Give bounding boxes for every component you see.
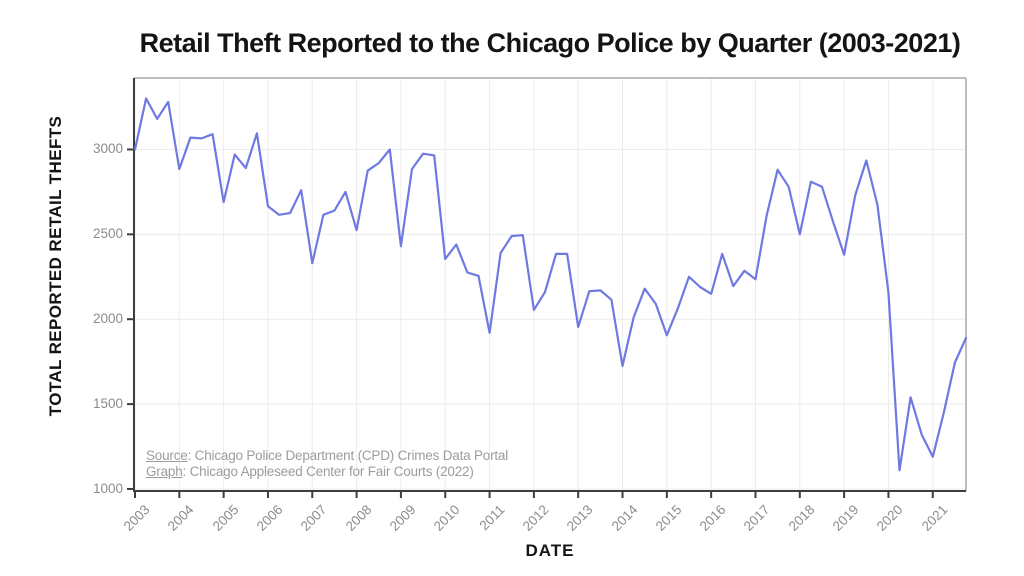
source-annotation-line1: Source: Chicago Police Department (CPD) …: [146, 448, 508, 463]
y-tick-label: 3000: [92, 141, 123, 157]
source-annotation-line2: Graph: Chicago Appleseed Center for Fair…: [146, 464, 474, 479]
graph-text: : Chicago Appleseed Center for Fair Cour…: [182, 464, 474, 479]
y-tick-label: 1000: [92, 480, 123, 496]
graph-label: Graph: [146, 464, 183, 479]
y-tick-label: 2000: [92, 311, 123, 327]
x-axis-title: DATE: [525, 541, 575, 560]
y-tick-label: 2500: [92, 226, 123, 242]
y-tick-label: 1500: [92, 396, 123, 412]
chart-title: Retail Theft Reported to the Chicago Pol…: [139, 28, 961, 58]
source-label: Source: [146, 448, 188, 463]
y-axis-title: TOTAL REPORTED RETAIL THEFTS: [46, 115, 65, 417]
source-text: : Chicago Police Department (CPD) Crimes…: [187, 448, 509, 463]
theft-trend-line: [133, 97, 968, 472]
